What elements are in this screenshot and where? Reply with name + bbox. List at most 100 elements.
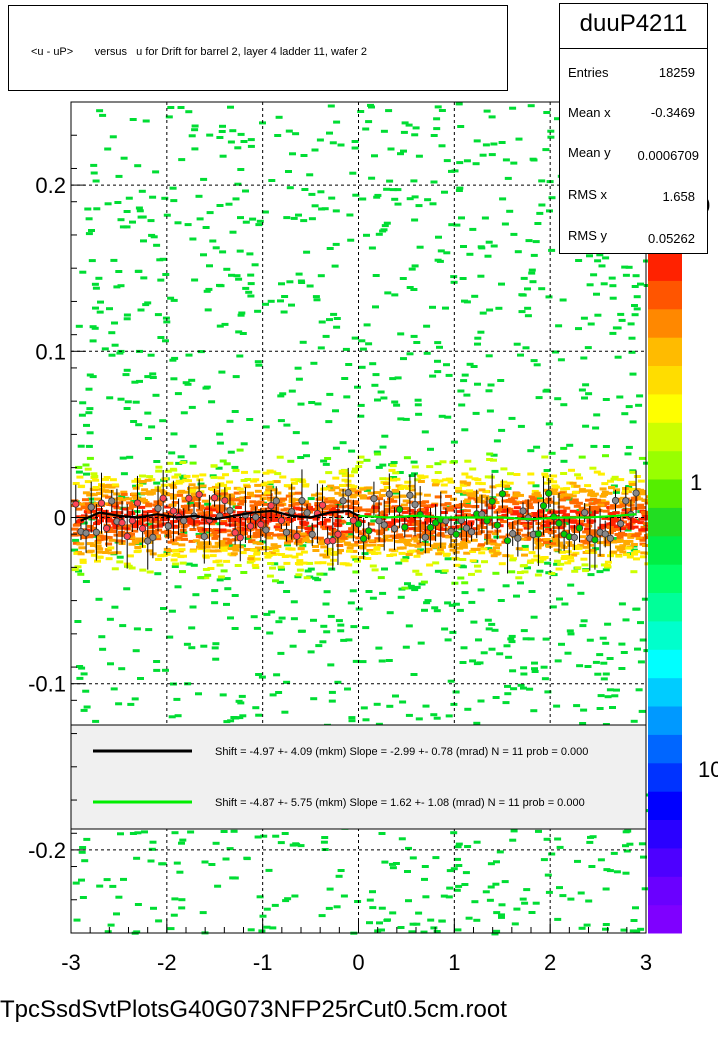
heatmap-cell	[266, 496, 274, 500]
heatmap-cell	[434, 341, 442, 345]
heatmap-cell	[108, 538, 116, 542]
heatmap-cell	[326, 887, 334, 891]
heatmap-cell	[430, 713, 438, 717]
heatmap-cell	[295, 507, 303, 511]
heatmap-cell	[612, 525, 620, 528]
heatmap-cell	[388, 521, 396, 525]
heatmap-cell	[405, 123, 413, 127]
heatmap-cell	[196, 217, 204, 221]
heatmap-cell	[355, 506, 363, 510]
heatmap-cell	[323, 506, 331, 510]
heatmap-cell	[404, 480, 412, 484]
heatmap-cell	[255, 531, 263, 535]
heatmap-cell	[631, 534, 639, 537]
heatmap-cell	[631, 506, 639, 510]
heatmap-cell	[567, 543, 574, 547]
heatmap-cell	[236, 716, 244, 720]
heatmap-cell	[559, 495, 567, 499]
heatmap-cell	[375, 646, 383, 650]
heatmap-cell	[258, 530, 266, 534]
heatmap-cell	[326, 392, 334, 396]
heatmap-cell	[550, 480, 558, 484]
heatmap-cell	[252, 566, 260, 569]
heatmap-cell	[552, 350, 559, 354]
heatmap-cell	[107, 923, 115, 927]
heatmap-cell	[516, 571, 524, 574]
heatmap-cell	[92, 306, 99, 310]
heatmap-cell	[450, 867, 458, 871]
heatmap-cell	[596, 707, 604, 710]
heatmap-cell	[455, 842, 463, 846]
heatmap-cell	[620, 511, 628, 515]
heatmap-cell	[422, 550, 430, 554]
heatmap-cell	[431, 606, 439, 610]
heatmap-cell	[237, 132, 245, 136]
heatmap-cell	[231, 546, 239, 550]
heatmap-cell	[268, 551, 276, 555]
heatmap-cell	[203, 385, 211, 389]
profile-point	[498, 490, 507, 498]
profile-point	[329, 537, 337, 545]
heatmap-cell	[530, 253, 538, 257]
heatmap-cell	[585, 899, 593, 903]
heatmap-cell	[125, 497, 133, 501]
heatmap-cell	[588, 513, 596, 517]
heatmap-cell	[369, 890, 376, 894]
heatmap-cell	[461, 883, 469, 886]
heatmap-cell	[413, 922, 421, 926]
heatmap-cell	[519, 293, 527, 297]
heatmap-cell	[405, 899, 412, 903]
heatmap-cell	[312, 517, 320, 521]
heatmap-cell	[444, 502, 452, 506]
heatmap-cell	[175, 481, 183, 485]
heatmap-cell	[338, 534, 346, 537]
heatmap-cell	[611, 694, 619, 698]
heatmap-cell	[504, 176, 512, 180]
heatmap-cell	[189, 444, 197, 448]
heatmap-cell	[155, 557, 162, 561]
heatmap-cell	[547, 129, 555, 133]
heatmap-cell	[185, 479, 192, 483]
heatmap-cell	[461, 472, 469, 476]
heatmap-cell	[214, 884, 222, 888]
heatmap-cell	[304, 527, 312, 531]
heatmap-cell	[490, 142, 498, 146]
profile-point	[221, 496, 229, 505]
heatmap-cell	[328, 690, 336, 694]
heatmap-cell	[580, 619, 588, 623]
heatmap-cell	[415, 204, 423, 208]
heatmap-cell	[450, 497, 458, 501]
heatmap-cell	[434, 105, 442, 109]
profile-point	[195, 490, 203, 499]
heatmap-cell	[620, 525, 628, 529]
heatmap-cell	[451, 556, 459, 560]
profile-point	[591, 536, 599, 544]
heatmap-cell	[351, 543, 359, 547]
heatmap-cell	[227, 616, 234, 620]
heatmap-cell	[283, 216, 291, 220]
heatmap-cell	[337, 869, 345, 872]
heatmap-cell	[126, 455, 134, 459]
heatmap-cell	[443, 251, 451, 255]
heatmap-cell	[427, 447, 434, 451]
heatmap-cell	[123, 587, 131, 591]
heatmap-cell	[134, 520, 142, 524]
heatmap-cell	[509, 558, 517, 562]
stats-rmsx-value: 1.658	[662, 189, 695, 204]
heatmap-cell	[458, 564, 466, 568]
heatmap-cell	[120, 877, 127, 881]
heatmap-cell	[398, 551, 406, 555]
heatmap-cell	[199, 911, 207, 915]
heatmap-cell	[120, 156, 128, 160]
heatmap-cell	[597, 526, 605, 530]
heatmap-cell	[311, 148, 319, 152]
heatmap-cell	[132, 484, 140, 488]
heatmap-cell	[580, 356, 588, 360]
heatmap-cell	[499, 520, 507, 524]
heatmap-cell	[384, 291, 392, 295]
heatmap-cell	[80, 521, 88, 525]
heatmap-cell	[297, 456, 305, 459]
heatmap-cell	[627, 535, 635, 539]
heatmap-cell	[407, 584, 415, 588]
heatmap-cell	[588, 865, 596, 868]
